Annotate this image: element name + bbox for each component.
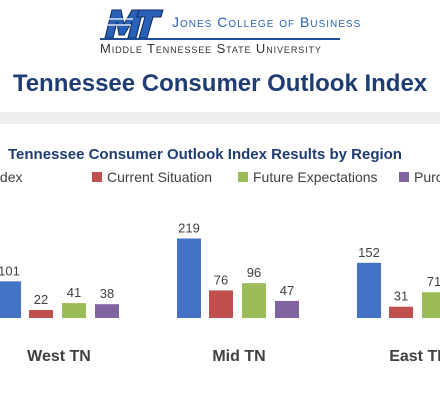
mt-logo-icon [104,9,164,39]
title-divider [0,112,440,124]
bar-mid-tn-overall-index [177,238,201,318]
chart-panel: Tennessee Consumer Outlook Index Results… [0,124,440,400]
legend-label-purchasing-plans: Purchasing Plans [414,169,440,185]
legend-label-current-situation: Current Situation [107,169,212,185]
legend-label-future-expectations: Future Expectations [253,169,378,185]
category-label-east-tn: East TN [389,348,440,365]
legend-label-overall-index: Overall Index [0,169,22,185]
chart-category-labels: West TN Mid TN East TN [27,348,440,365]
chart-value-labels: 101 22 41 38 219 76 96 47 152 31 71 [0,221,440,308]
value-label-mid-tn-current-situation: 76 [214,272,228,287]
chart-bars [0,238,440,318]
value-label-mid-tn-overall-index: 219 [178,221,200,236]
value-label-east-tn-future-expectations: 71 [427,274,440,289]
bar-east-tn-future-expectations [422,292,440,318]
legend-swatch-purchasing-plans [399,172,409,182]
bar-mid-tn-purchasing-plans [275,300,299,318]
value-label-east-tn-current-situation: 31 [394,289,408,304]
value-label-east-tn-overall-index: 152 [358,245,380,260]
bar-west-tn-current-situation [29,310,53,318]
value-label-west-tn-overall-index: 101 [0,263,20,278]
bar-west-tn-future-expectations [62,303,86,318]
university-name: Middle Tennessee State University [100,41,322,56]
page-title: Tennessee Consumer Outlook Index [12,70,428,97]
bar-west-tn-purchasing-plans [95,304,119,318]
header-rule [100,38,340,40]
bar-mid-tn-future-expectations [242,283,266,318]
bar-mid-tn-current-situation [209,290,233,318]
bar-east-tn-overall-index [357,262,381,318]
header: Jones College of Business Middle Tenness… [0,0,440,62]
value-label-west-tn-current-situation: 22 [34,292,48,307]
category-label-west-tn: West TN [27,348,91,365]
value-label-mid-tn-future-expectations: 96 [247,265,261,280]
legend-swatch-current-situation [92,172,102,182]
bar-west-tn-overall-index [0,281,21,318]
bar-chart: Tennessee Consumer Outlook Index Results… [0,146,440,365]
legend-swatch-future-expectations [238,172,248,182]
category-label-mid-tn: Mid TN [212,348,265,365]
college-name: Jones College of Business [172,14,362,30]
value-label-west-tn-purchasing-plans: 38 [100,286,114,301]
chart-title: Tennessee Consumer Outlook Index Results… [8,146,402,163]
value-label-west-tn-future-expectations: 41 [67,285,81,300]
value-label-mid-tn-purchasing-plans: 47 [280,283,294,298]
chart-legend: Overall Index Current Situation Future Exp… [0,169,440,185]
bar-east-tn-current-situation [389,306,413,318]
